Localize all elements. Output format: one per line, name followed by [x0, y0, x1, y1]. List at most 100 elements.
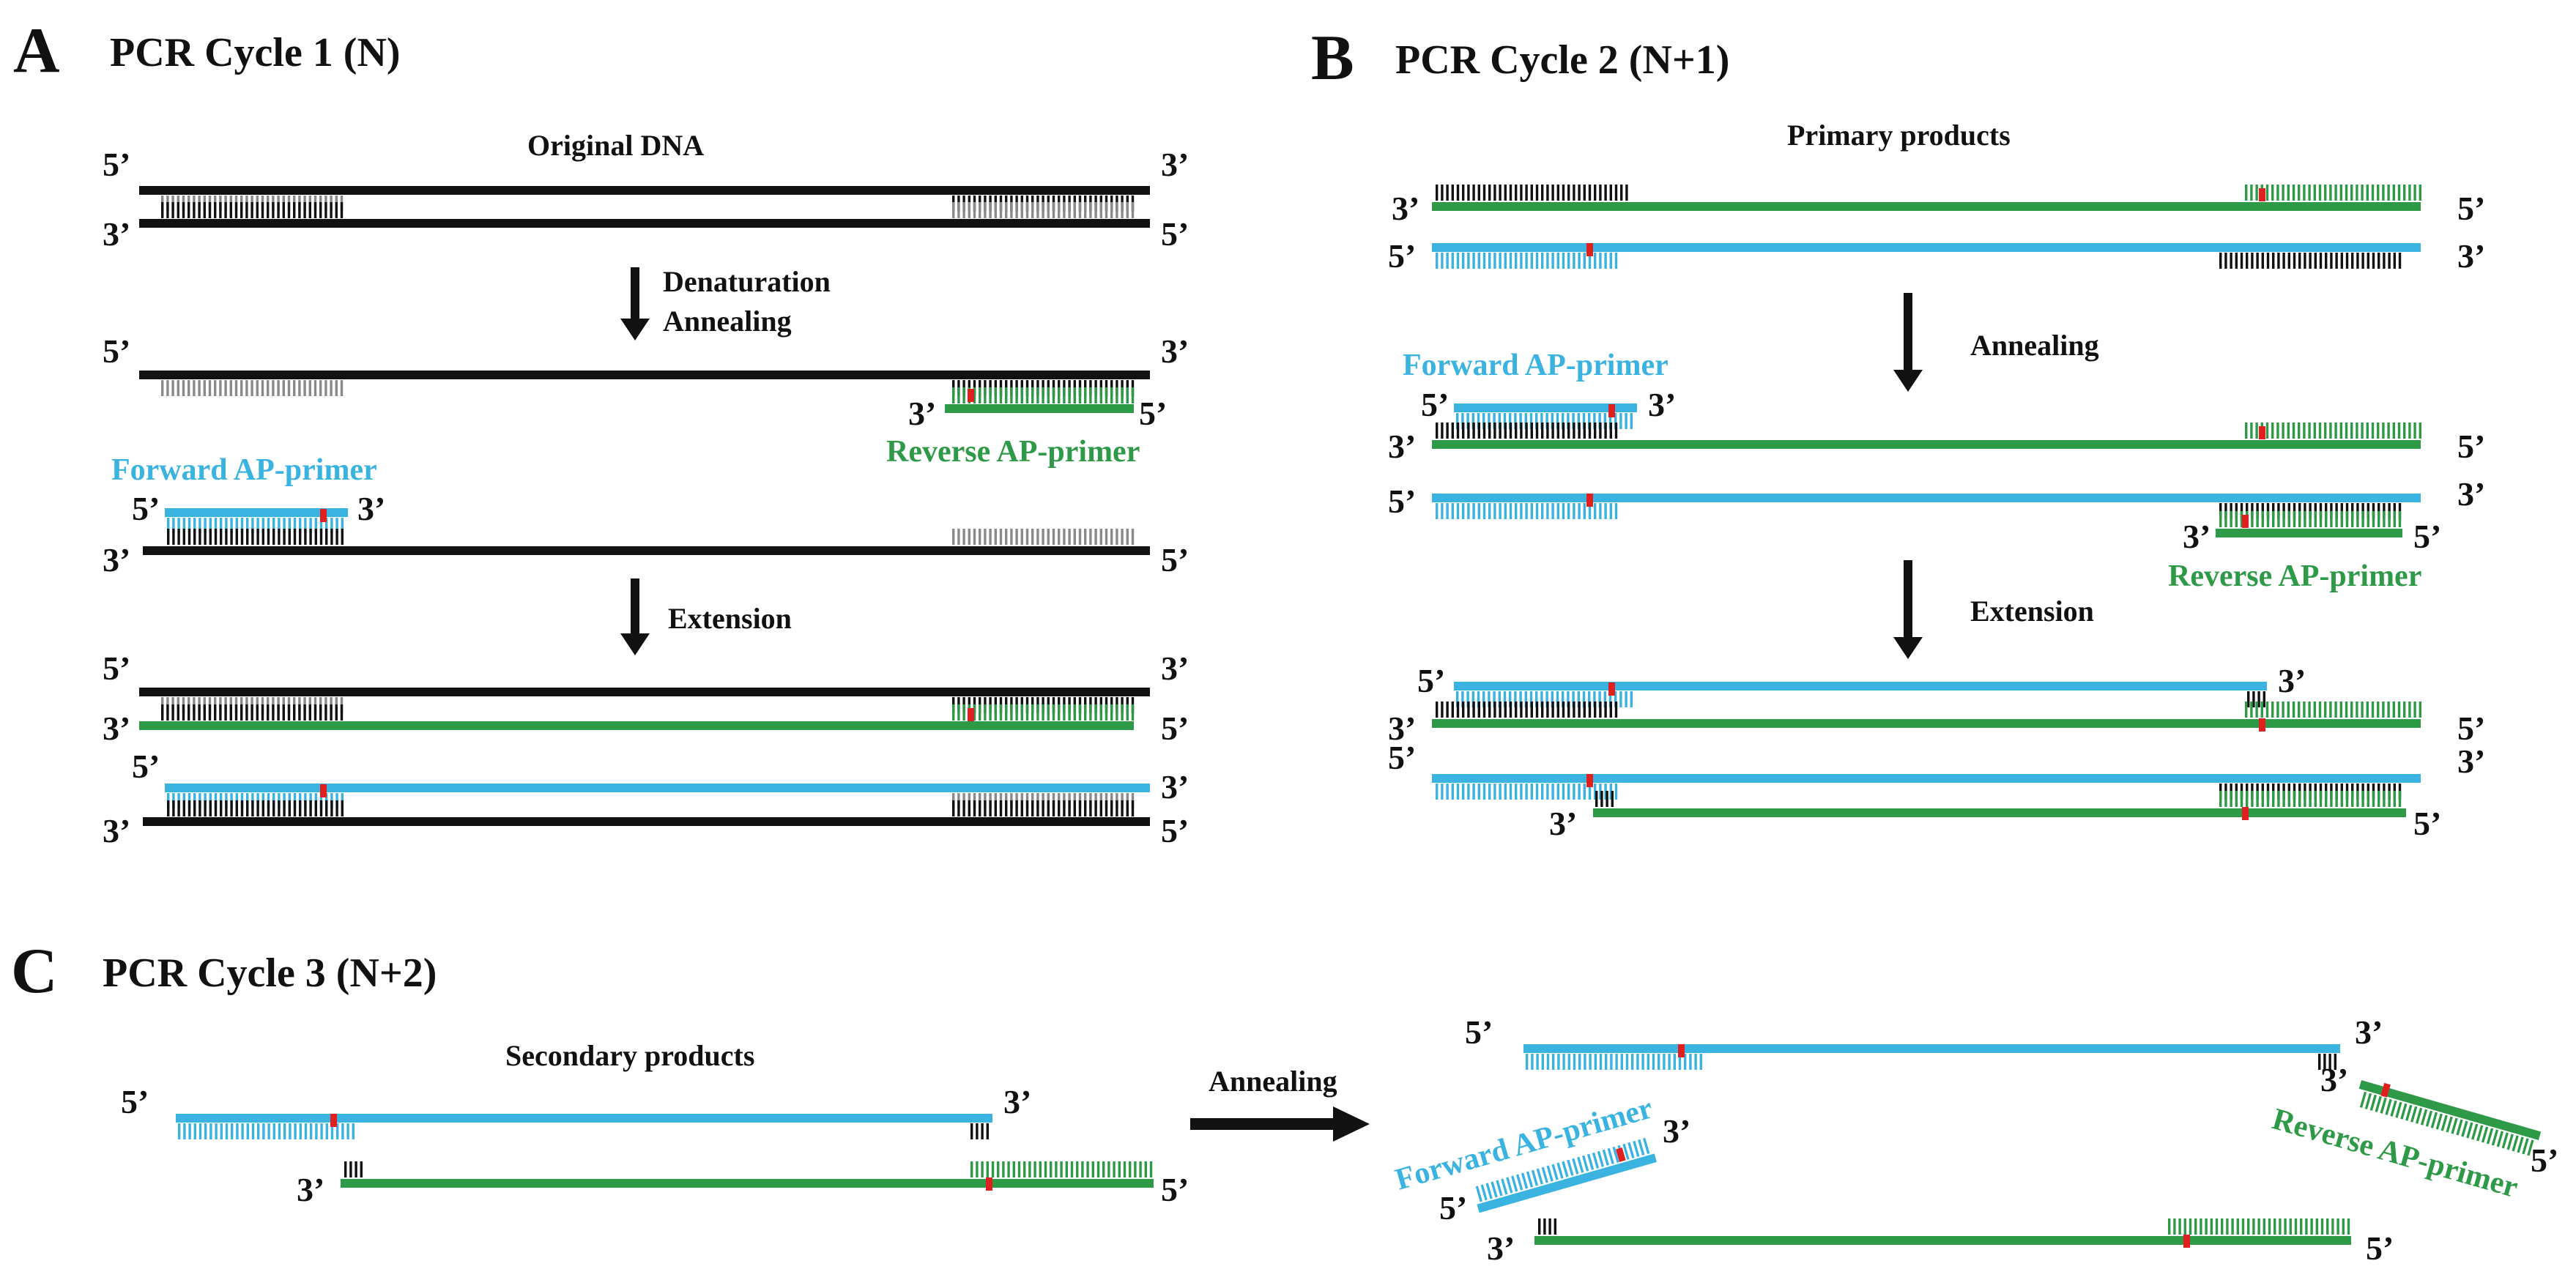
base-pair-tick [1020, 529, 1023, 545]
base-pair-tick [1520, 503, 1523, 519]
a1-bottom-right-grey-ticks [952, 202, 1135, 218]
base-pair-tick [2313, 423, 2316, 439]
base-pair-tick [261, 529, 264, 545]
base-pair-tick [1451, 253, 1454, 269]
base-pair-tick [2298, 511, 2301, 527]
base-pair-tick [1477, 702, 1480, 718]
base-pair-tick [2219, 511, 2222, 527]
base-pair-tick [1530, 784, 1533, 800]
base-pair-tick [2279, 1218, 2282, 1235]
base-pair-tick [2292, 702, 2295, 718]
base-pair-tick [1129, 1161, 1132, 1177]
arrow-shaft [1904, 560, 1912, 639]
base-pair-tick [2241, 1218, 2245, 1235]
base-pair-tick [241, 1123, 244, 1139]
mismatch-mark [1608, 404, 1615, 417]
base-pair-tick [335, 202, 338, 218]
base-pair-tick [2403, 423, 2406, 439]
b3-blue-ticks [1456, 691, 1633, 707]
base-pair-tick [1541, 702, 1544, 718]
base-pair-tick [1047, 800, 1050, 816]
base-pair-tick [235, 800, 238, 816]
base-pair-tick [330, 202, 333, 218]
base-pair-tick [225, 529, 228, 545]
base-pair-tick [1126, 529, 1129, 545]
a-extended-pair-2: 5’ 3’ 3’ 5’ [103, 748, 1189, 849]
base-pair-tick [282, 704, 285, 721]
base-pair-tick [325, 800, 328, 816]
end-3-label: 3’ [1161, 768, 1189, 805]
base-pair-tick [1068, 529, 1071, 545]
base-pair-tick [2246, 791, 2249, 807]
base-pair-tick [2314, 253, 2317, 269]
base-pair-tick [198, 1123, 202, 1139]
base-pair-tick [999, 387, 1003, 403]
base-pair-tick [166, 202, 169, 218]
end-5-label: 5’ [1388, 739, 1416, 776]
base-pair-tick [1515, 253, 1518, 269]
base-pair-tick [261, 380, 264, 396]
base-pair-tick [2336, 1218, 2339, 1235]
base-pair-tick [177, 529, 180, 545]
base-pair-tick [1025, 387, 1029, 403]
base-pair-tick [1060, 1161, 1063, 1177]
base-pair-tick [2319, 791, 2323, 807]
end-3-label: 3’ [103, 812, 130, 849]
base-pair-tick [2481, 1126, 2489, 1143]
base-pair-tick [1602, 1149, 1609, 1166]
base-pair-tick [1556, 185, 1559, 201]
base-pair-tick [203, 380, 206, 396]
base-pair-tick [229, 704, 232, 721]
base-pair-tick [1446, 185, 1449, 201]
base-pair-tick [1504, 702, 1507, 718]
base-pair-tick [335, 380, 338, 396]
base-pair-tick [2335, 511, 2338, 527]
base-pair-tick [1598, 413, 1601, 429]
base-pair-tick [1609, 185, 1612, 201]
base-pair-tick [2308, 423, 2311, 439]
base-pair-tick [172, 800, 175, 816]
base-pair-tick [1089, 529, 1092, 545]
base-pair-tick [341, 518, 344, 534]
base-pair-tick [1551, 784, 1554, 800]
base-pair-tick [1524, 691, 1527, 707]
base-pair-tick [1451, 503, 1454, 519]
base-pair-tick [986, 1161, 989, 1177]
end-3-label: 3’ [1161, 146, 1189, 183]
base-pair-tick [1599, 503, 1602, 519]
base-pair-tick [1525, 253, 1528, 269]
base-pair-tick [2318, 1054, 2321, 1070]
b-forward-primer-label: Forward AP-primer [1403, 349, 1669, 382]
base-pair-tick [1535, 185, 1539, 201]
base-pair-tick [313, 202, 317, 218]
base-pair-tick [981, 1161, 984, 1177]
base-pair-tick [1578, 702, 1581, 718]
base-pair-tick [1573, 503, 1575, 519]
base-pair-tick [289, 1123, 292, 1139]
base-pair-tick [1472, 423, 1475, 439]
base-pair-tick [1017, 1161, 1021, 1177]
base-pair-tick [2251, 791, 2254, 807]
base-pair-tick [320, 1123, 323, 1139]
base-pair-tick [267, 800, 270, 816]
base-pair-tick [2230, 791, 2232, 807]
base-pair-tick [340, 380, 344, 396]
base-pair-tick [314, 800, 317, 816]
base-pair-tick [1504, 253, 1507, 269]
base-pair-tick [2372, 253, 2375, 269]
base-pair-tick [1482, 423, 1486, 439]
base-pair-tick [1509, 423, 1512, 439]
base-pair-tick [2398, 511, 2402, 527]
base-pair-tick [1042, 202, 1044, 218]
base-pair-tick [1482, 503, 1486, 519]
base-pair-tick [1503, 691, 1507, 707]
base-pair-tick [293, 529, 297, 545]
base-pair-tick [1673, 1054, 1676, 1070]
base-pair-tick [1089, 704, 1092, 721]
base-pair-tick [225, 518, 228, 534]
base-pair-tick [2255, 702, 2258, 718]
base-pair-tick [1025, 800, 1029, 816]
base-pair-tick [182, 800, 185, 816]
end-3-label: 3’ [103, 710, 130, 747]
base-pair-tick [2334, 185, 2337, 201]
